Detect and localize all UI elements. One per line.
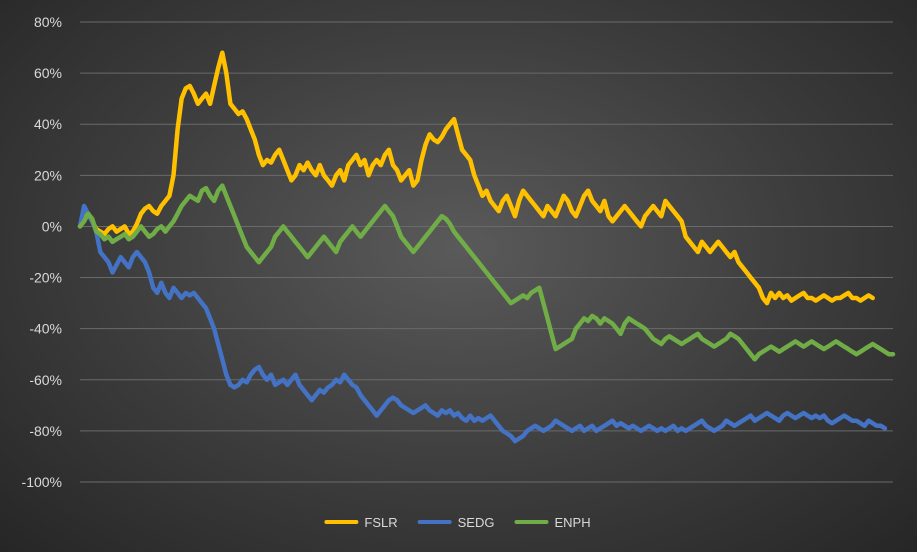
legend-label-enph: ENPH [554,515,590,530]
series-line-fslr [77,50,875,306]
series-line-sedg [77,203,888,444]
legend-label-sedg: SEDG [458,515,495,530]
y-tick-label: 80% [34,14,62,30]
y-tick-label: -100% [22,474,62,490]
y-tick-label: 40% [34,116,62,132]
y-tick-label: 20% [34,167,62,183]
series-line-enph [77,183,896,362]
y-tick-label: 60% [34,65,62,81]
y-tick-label: -20% [29,270,62,286]
y-tick-label: -40% [29,321,62,337]
legend-label-fslr: FSLR [364,515,397,530]
y-tick-label: -80% [29,423,62,439]
y-tick-label: -60% [29,372,62,388]
y-tick-label: 0% [42,218,62,234]
